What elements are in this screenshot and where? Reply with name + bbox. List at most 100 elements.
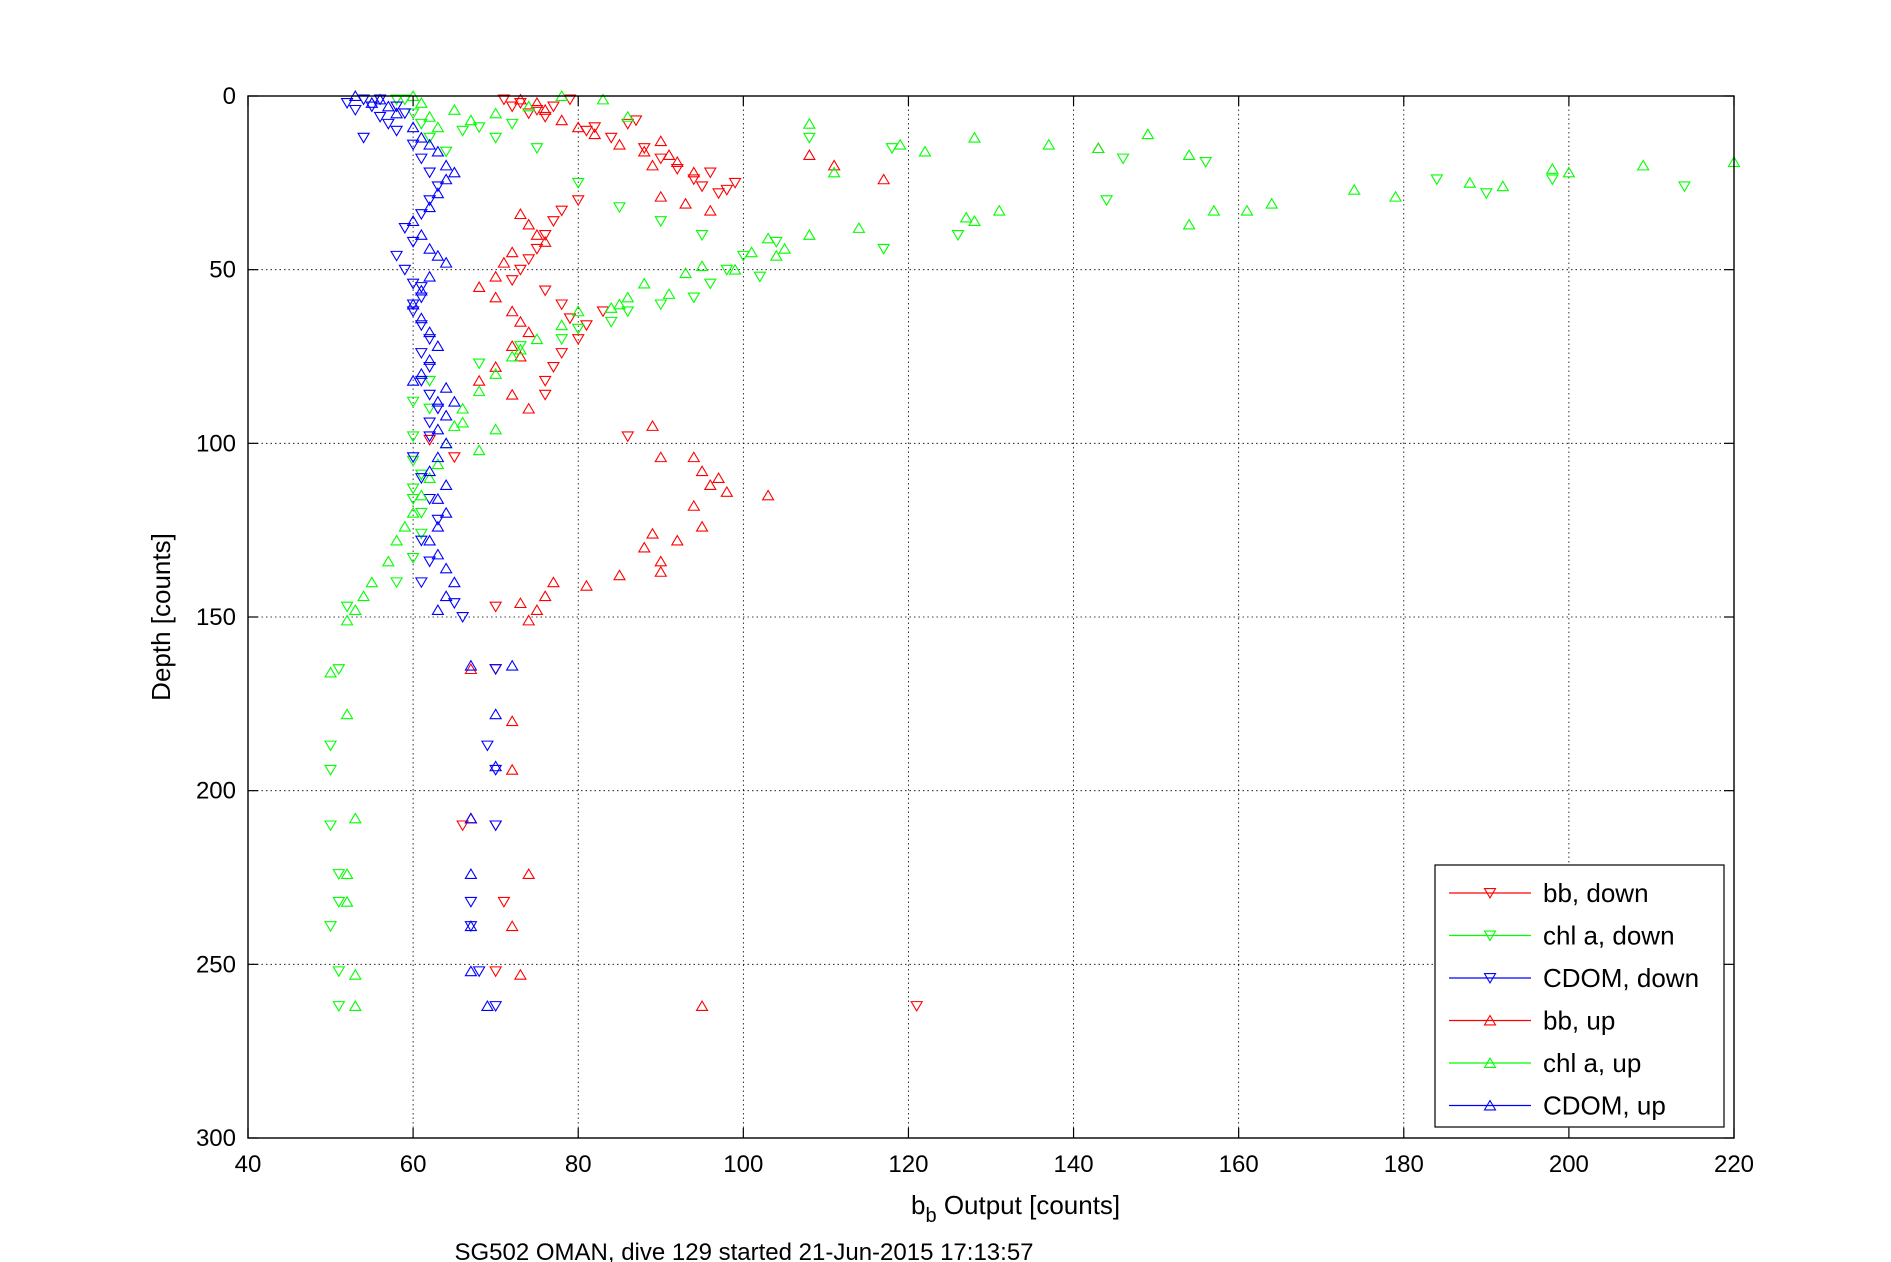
data-point-chl-a-up [324,666,338,678]
data-point-bb-up [637,541,651,553]
data-point-chl-a-up [893,138,907,150]
data-point-chl-a-down [324,820,338,832]
data-point-chl-a-down [703,278,717,290]
data-point-cdom-up [431,451,445,463]
y-tick-label: 0 [223,83,236,110]
data-point-bb-down [580,320,593,332]
data-point-chl-a-down [753,271,767,283]
data-point-chl-a-down [1100,195,1114,207]
data-point-bb-up [580,579,593,591]
legend: bb, down chl a, down CDOM, down bb, up chl a… [1434,864,1725,1128]
series-chl-a-up [324,89,1741,1011]
data-point-chl-a-down [332,869,346,881]
data-point-cdom-down [398,264,412,276]
data-point-bb-up [827,159,841,171]
data-point-cdom-down [348,104,362,116]
data-point-chl-a-up [348,968,362,980]
data-point-chl-a-down [414,507,428,519]
data-point-cdom-down [398,223,412,235]
data-point-chl-a-up [613,298,626,310]
data-point-chl-a-up [621,110,635,122]
data-point-cdom-up [439,562,453,574]
data-point-bb-down [637,143,651,155]
legend-marker [1483,1099,1497,1111]
data-point-bb-up [505,715,519,727]
data-point-bb-up [538,103,552,115]
data-point-cdom-down [414,375,428,387]
data-point-chl-a-down [332,896,346,908]
data-point-bb-down [588,122,602,134]
data-point-chl-a-up [505,350,519,362]
data-point-bb-up [513,597,527,609]
data-point-bb-down [513,264,527,276]
legend-label: chl a, up [1543,1048,1641,1078]
data-point-chl-a-up [456,416,470,428]
data-point-bb-up [877,173,891,185]
data-point-cdom-down [390,101,404,113]
data-point-chl-a-up [695,260,709,272]
data-point-bb-down [910,1001,924,1013]
data-point-chl-a-up [447,103,461,115]
data-point-bb-up [489,360,503,372]
data-point-chl-a-down [1199,157,1213,169]
data-point-bb-up [687,451,701,463]
data-point-chl-a-up [489,423,503,435]
data-point-bb-down [489,601,503,613]
data-point-bb-up [588,128,602,140]
series-bb-up [464,93,1105,1011]
data-point-chl-a-up [802,117,816,129]
data-point-bb-up [522,402,536,414]
data-point-cdom-down [414,153,428,165]
data-point-bb-up [530,604,544,616]
data-point-cdom-down [414,320,428,332]
data-point-chl-a-down [406,455,420,467]
data-point-chl-a-up [1207,204,1221,216]
data-point-cdom-down [381,118,395,130]
data-point-cdom-up [447,166,461,178]
data-point-chl-a-up [769,249,783,261]
data-point-bb-up [703,204,717,216]
data-point-bb-down [555,205,569,217]
data-point-chl-a-up [555,319,569,331]
data-point-cdom-up [431,520,445,532]
data-markers [324,89,1741,1013]
data-point-chl-a-up [1141,128,1155,140]
series-cdom-up [348,89,519,1011]
data-point-chl-a-down [877,243,891,255]
x-tick-label: 140 [1054,1151,1094,1178]
data-point-chl-a-up [802,228,816,240]
data-point-cdom-up [439,409,453,421]
data-point-chl-a-up [1265,197,1279,209]
data-point-cdom-up [431,340,445,352]
data-point-cdom-up [365,96,379,108]
x-tick-label: 40 [235,1151,262,1178]
data-point-bb-up [522,218,536,230]
legend-label: chl a, down [1543,921,1675,951]
data-point-cdom-up [414,312,428,324]
data-point-cdom-up [423,201,437,213]
data-point-cdom-up [390,107,404,119]
data-point-chl-a-down [604,316,618,328]
data-point-cdom-down [464,896,478,908]
data-point-bb-up [489,270,503,282]
data-point-cdom-down [423,389,437,401]
data-point-chl-a-up [761,232,775,244]
data-point-chl-a-down [654,216,668,228]
data-point-chl-a-up [414,489,428,501]
data-point-cdom-up [439,590,453,602]
data-point-chl-a-up [522,100,536,112]
data-point-chl-a-up [414,96,428,108]
data-point-chl-a-up [1636,159,1650,171]
data-point-chl-a-up [1091,142,1105,154]
data-point-bb-down [522,108,536,120]
legend-marker [1483,930,1497,942]
legend-label: bb, down [1543,878,1649,908]
data-point-cdom-up [505,659,519,671]
data-point-cdom-up [414,367,428,379]
data-point-chl-a-down [1678,181,1691,193]
data-point-bb-up [513,968,527,980]
data-point-chl-a-up [1240,204,1254,216]
data-point-cdom-up [423,242,437,254]
data-point-bb-down [538,389,552,401]
